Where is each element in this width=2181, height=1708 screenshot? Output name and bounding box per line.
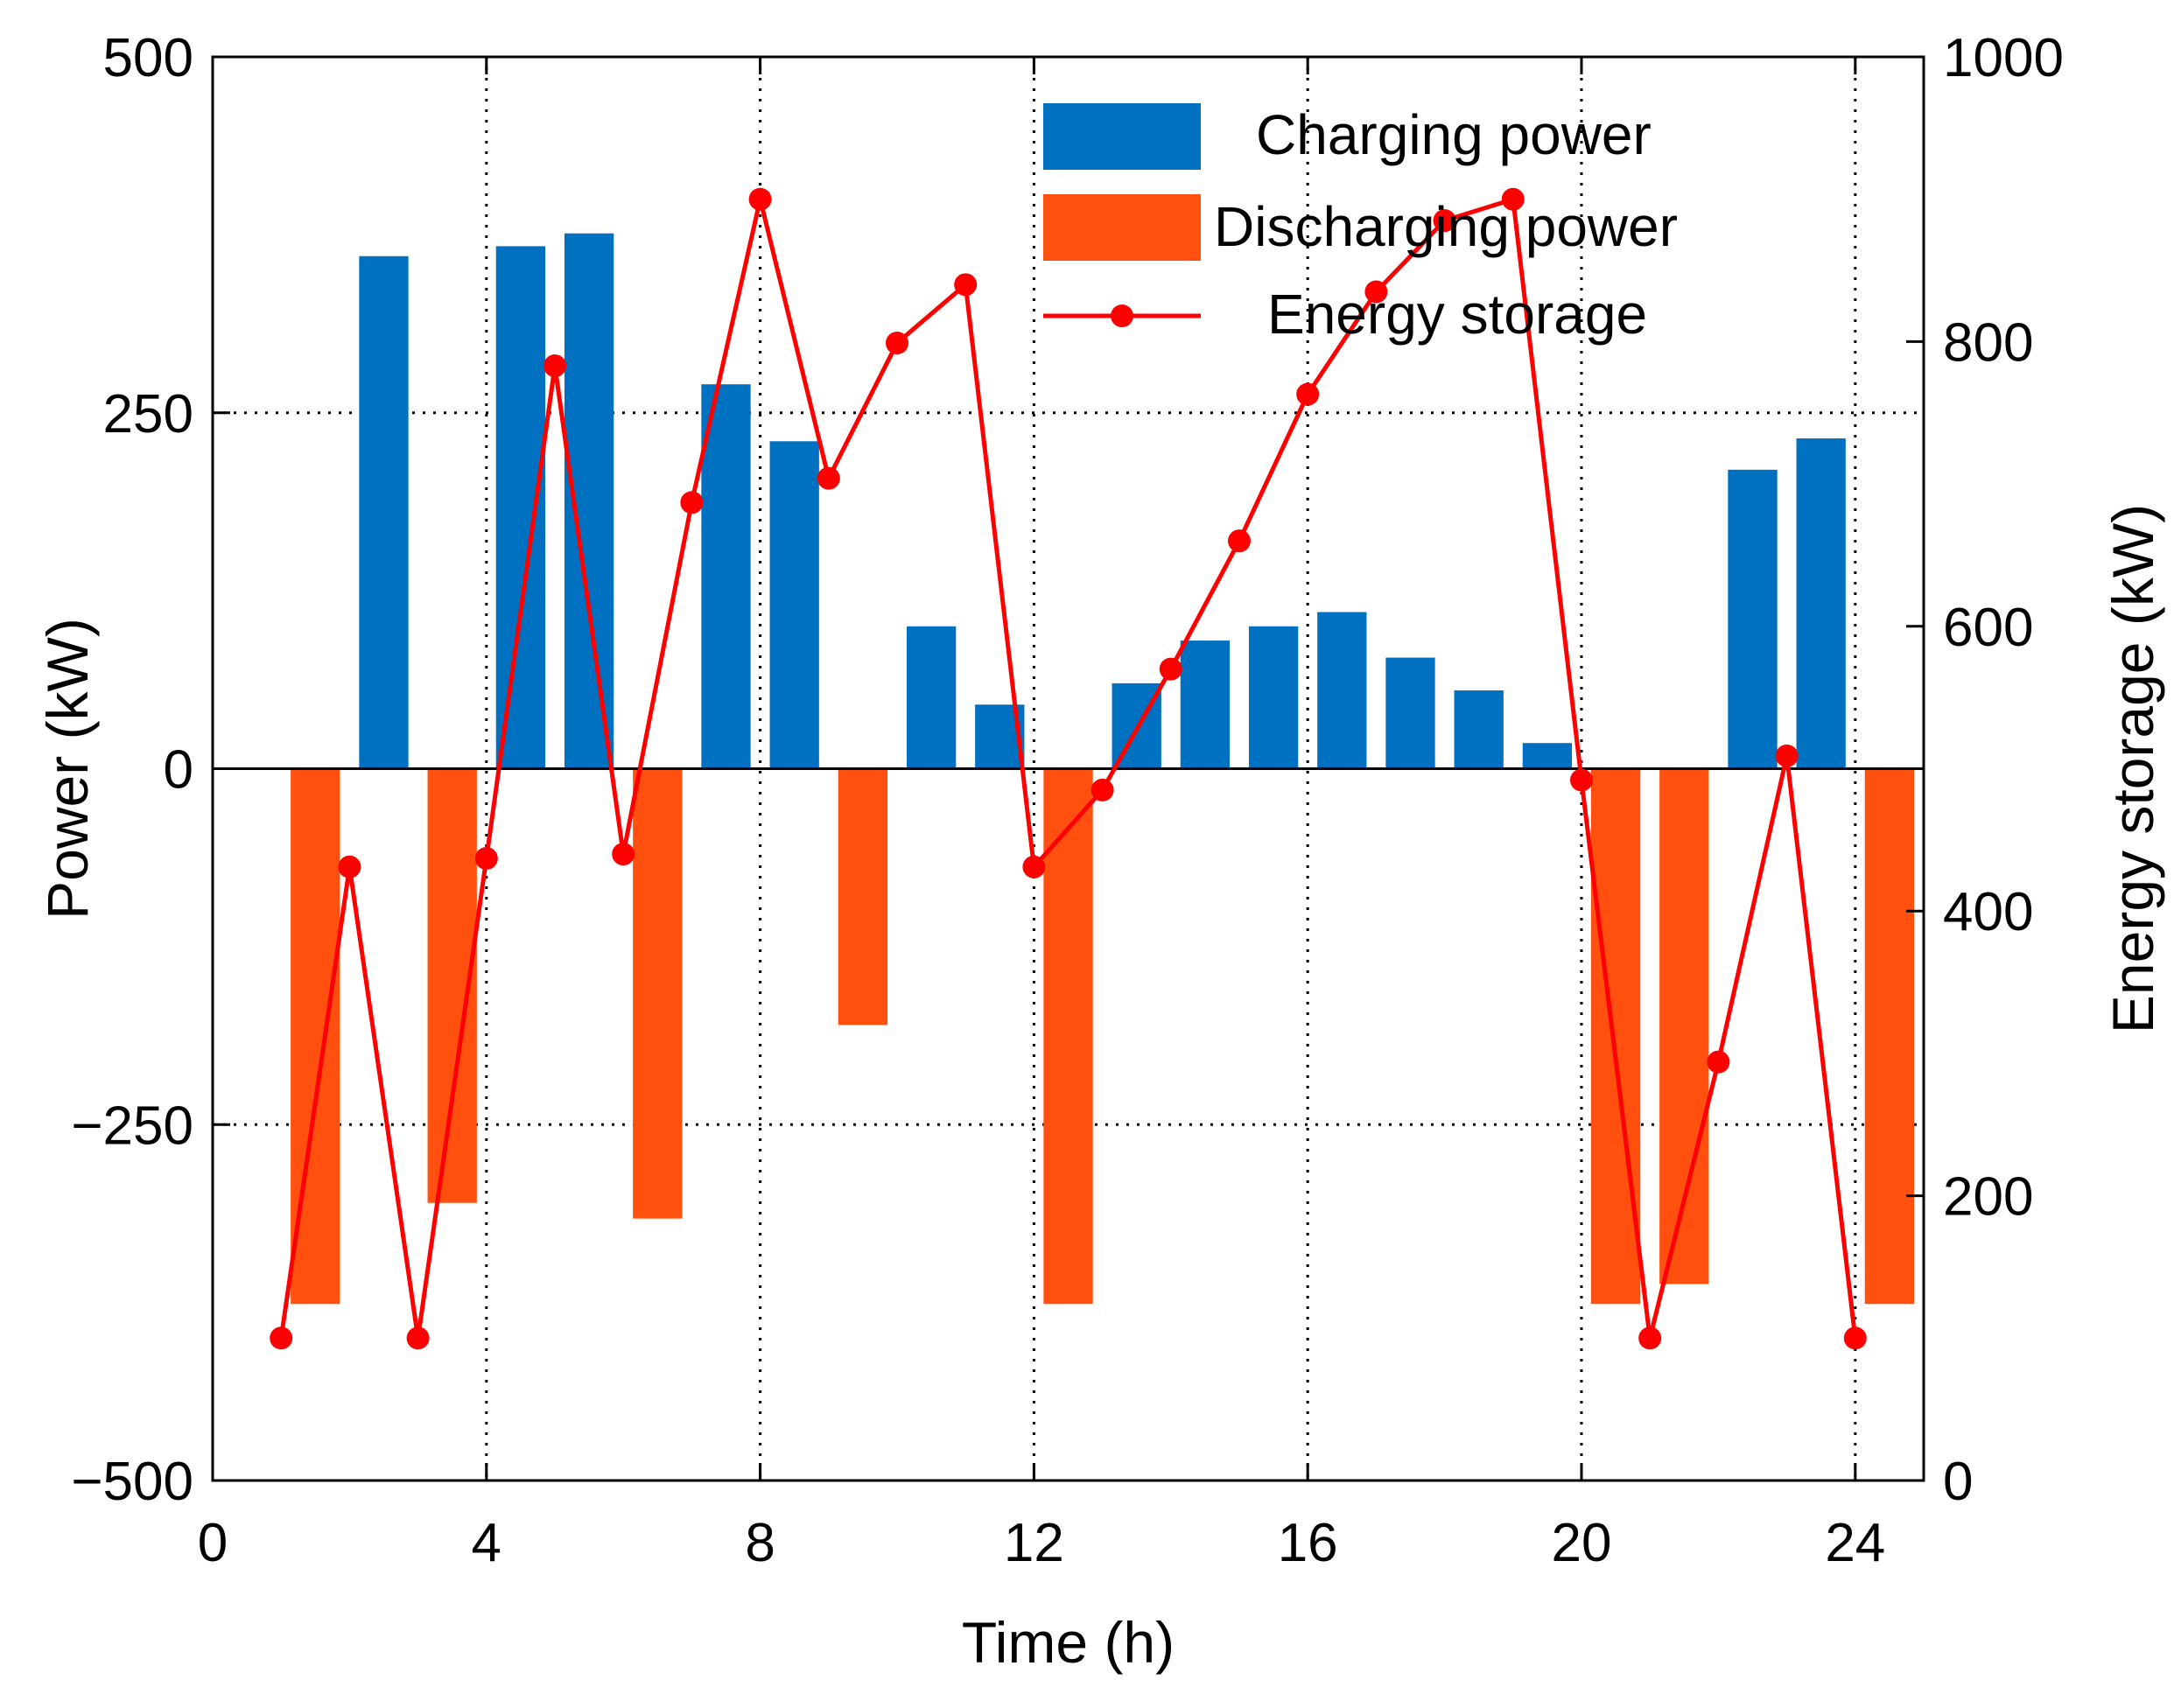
energy-storage-point — [1638, 1326, 1662, 1350]
energy-storage-point — [1364, 280, 1388, 304]
y2-axis-title: Energy storage (kW) — [2100, 504, 2165, 1033]
energy-storage-point — [1022, 855, 1046, 878]
energy-storage-point — [270, 1326, 293, 1350]
legend-label-charging: Charging power — [1256, 103, 1652, 166]
energy-storage-point — [1707, 1050, 1730, 1074]
charging-power-bar — [906, 626, 957, 769]
legend-label-energy: Energy storage — [1267, 283, 1647, 346]
y2-tick-label: 600 — [1943, 598, 2033, 658]
x-tick-label: 12 — [1004, 1513, 1064, 1573]
energy-storage-point — [1501, 187, 1525, 211]
axis-ticks — [211, 55, 1924, 1482]
y-tick-label: −250 — [71, 1096, 193, 1156]
charging-power-bar — [1796, 438, 1846, 769]
discharging-power-bar — [1043, 768, 1093, 1305]
charging-power-bar — [1180, 640, 1231, 769]
y-axis-title: Power (kW) — [35, 618, 100, 920]
axis-labels: 0 4 8 12 16 20 24 −500 −250 0 250 500 0 200 400 600 800 1… — [35, 28, 2165, 1675]
energy-storage-line — [278, 197, 1858, 1340]
y2-tick-label: 0 — [1943, 1452, 1973, 1512]
energy-storage-point — [954, 273, 978, 297]
energy-storage-point — [680, 491, 704, 514]
legend-swatch-discharging — [1043, 194, 1201, 261]
x-tick-label: 16 — [1278, 1513, 1338, 1573]
y-tick-label: −500 — [71, 1452, 193, 1512]
y2-tick-label: 800 — [1943, 312, 2033, 373]
energy-storage-point — [1843, 1326, 1867, 1350]
y-tick-label: 250 — [103, 384, 193, 444]
x-tick-label: 4 — [472, 1513, 501, 1573]
energy-storage-point — [886, 332, 908, 355]
energy-storage-point — [338, 855, 361, 878]
energy-storage-point — [543, 354, 566, 378]
charging-power-bar — [1317, 612, 1367, 769]
energy-storage-point — [1228, 529, 1251, 553]
charging-power-bar — [1248, 626, 1299, 769]
y-tick-label: 500 — [103, 28, 193, 88]
charging-power-bar — [701, 384, 751, 769]
charging-power-bar — [769, 441, 819, 769]
energy-storage-point — [1090, 778, 1114, 802]
y2-tick-label: 200 — [1943, 1167, 2033, 1228]
y2-tick-label: 400 — [1943, 882, 2033, 942]
legend-marker-energy — [1111, 304, 1133, 327]
energy-storage-point — [474, 847, 498, 871]
energy-storage-point — [748, 187, 772, 211]
energy-storage-point — [817, 466, 840, 490]
discharging-power-bar — [1864, 768, 1915, 1305]
energy-storage-point — [1296, 382, 1320, 406]
energy-storage-point — [1775, 744, 1799, 767]
y-tick-label: 0 — [164, 740, 193, 801]
charging-power-bar — [1454, 690, 1504, 769]
x-tick-label: 8 — [745, 1513, 775, 1573]
x-axis-title: Time (h) — [962, 1610, 1175, 1675]
bar-series — [291, 233, 1915, 1305]
energy-storage-point — [406, 1326, 430, 1350]
charging-power-bar — [359, 256, 409, 769]
energy-storage-point — [1433, 209, 1456, 233]
energy-storage-point — [1159, 657, 1182, 681]
discharging-power-bar — [1590, 768, 1641, 1305]
charging-power-bar — [1522, 743, 1573, 769]
energy-storage-point — [612, 843, 635, 866]
legend-label-discharging: Discharging power — [1214, 195, 1678, 258]
x-tick-label: 24 — [1825, 1513, 1885, 1573]
discharging-power-bar — [633, 768, 683, 1219]
legend: Charging power Discharging power Energy st… — [1043, 103, 1678, 346]
discharging-power-bar — [838, 768, 888, 1026]
x-tick-label: 0 — [198, 1513, 228, 1573]
legend-swatch-charging — [1043, 103, 1201, 170]
charging-power-bar — [1385, 657, 1435, 769]
energy-storage-series — [270, 187, 1867, 1350]
energy-storage-point — [1570, 768, 1593, 792]
y2-tick-label: 1000 — [1943, 28, 2064, 88]
x-tick-label: 20 — [1552, 1513, 1612, 1573]
charging-power-bar — [1728, 469, 1778, 769]
charging-power-bar — [495, 246, 546, 769]
